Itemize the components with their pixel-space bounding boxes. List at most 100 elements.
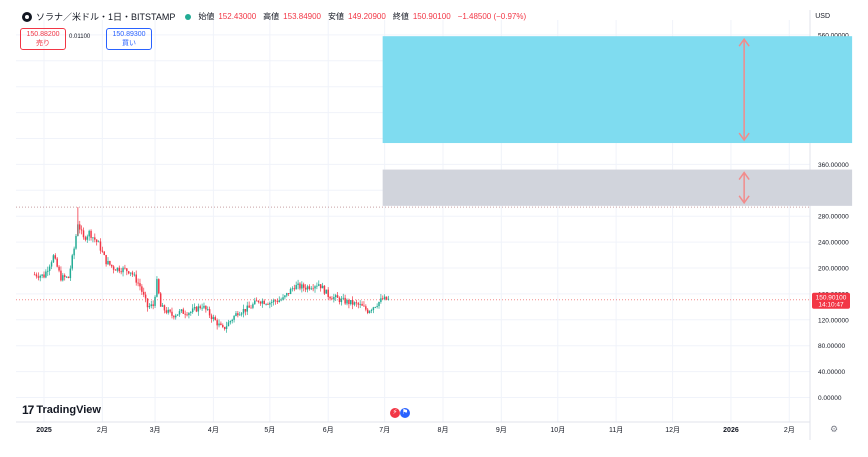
candle-body <box>366 309 369 314</box>
candle-body <box>295 285 297 290</box>
candle-body <box>261 300 264 304</box>
candle-body <box>233 315 235 320</box>
candle-body <box>368 310 371 314</box>
candle-body <box>199 306 201 309</box>
candle-body <box>101 250 104 252</box>
candle-body <box>212 317 215 319</box>
candle-body <box>222 324 224 327</box>
close-value: 150.90100 <box>412 12 451 21</box>
candle-body <box>127 271 130 274</box>
candle-body <box>210 315 213 319</box>
candle-body <box>267 303 269 305</box>
candle-body <box>270 302 273 303</box>
candle-body <box>169 309 171 312</box>
x-tick-label: 2026 <box>723 427 739 434</box>
candle-body <box>346 300 348 304</box>
buy-price: 150.89300 <box>112 31 146 38</box>
stop-arrow-head-top <box>738 171 750 181</box>
symbol-title[interactable]: ソラナ／米ドル・1日・BITSTAMP <box>36 12 176 22</box>
candle-body <box>318 284 320 286</box>
candle-body <box>88 230 90 237</box>
candle-body <box>299 283 301 289</box>
candle-body <box>208 309 211 316</box>
x-tick-label: 10月 <box>550 426 565 434</box>
candle-body <box>139 283 141 287</box>
candle-body <box>45 271 47 278</box>
sell-label: 売り <box>36 40 50 47</box>
tradingview-logo-icon: 17 <box>22 403 34 417</box>
candle-body <box>188 313 190 316</box>
candle-body <box>287 293 290 295</box>
candle-body <box>216 320 218 326</box>
candle-body <box>327 289 329 297</box>
y-tick-label: 240.00000 <box>818 240 849 247</box>
candle-body <box>48 266 51 271</box>
x-tick-label: 12月 <box>665 426 680 434</box>
currency-selector[interactable]: USD <box>815 13 830 20</box>
candle-body <box>43 274 45 278</box>
event-flash-icon[interactable]: ⚡ <box>390 408 400 418</box>
candle-body <box>240 313 243 315</box>
candle-body <box>171 311 173 316</box>
x-tick-label: 3月 <box>150 426 161 434</box>
candle-body <box>316 285 318 287</box>
candle-body <box>229 321 232 323</box>
x-tick-label: 11月 <box>609 426 623 434</box>
candle-body <box>252 304 254 308</box>
candle-body <box>321 285 324 289</box>
candle-body <box>310 288 313 290</box>
candle-body <box>103 251 105 256</box>
candle-body <box>372 307 375 310</box>
candle-body <box>201 307 203 309</box>
tradingview-logo[interactable]: 17 TradingView <box>22 403 101 417</box>
candle-body <box>167 309 169 313</box>
candle-body <box>114 269 117 271</box>
candle-body <box>158 279 160 294</box>
candle-body <box>206 309 209 310</box>
candle-body <box>323 285 326 294</box>
candle-body <box>190 312 192 314</box>
candle-body <box>276 301 279 303</box>
candle-body <box>380 298 382 302</box>
candle-body <box>340 298 343 303</box>
candle-body <box>154 296 156 306</box>
candle-body <box>205 305 207 310</box>
candle-body <box>383 296 386 300</box>
candle-body <box>350 300 352 305</box>
solana-icon <box>22 11 32 22</box>
candle-body <box>35 274 38 277</box>
buy-button[interactable]: 150.89300 買い <box>106 28 152 50</box>
candle-body <box>385 296 388 300</box>
candle-body <box>363 305 365 307</box>
x-tick-label: 2月 <box>784 426 795 434</box>
candle-body <box>214 317 217 321</box>
candle-body <box>47 270 49 272</box>
y-tick-label: 0.00000 <box>818 395 842 402</box>
candle-body <box>141 286 143 292</box>
candle-body <box>359 303 361 305</box>
candle-body <box>75 235 77 249</box>
candle-body <box>159 293 162 307</box>
candle-body <box>244 308 247 312</box>
target-arrow-head-bottom <box>738 132 750 142</box>
candle-body <box>118 267 121 272</box>
candle-body <box>156 279 158 297</box>
candle-body <box>351 300 354 305</box>
symbol-header: ソラナ／米ドル・1日・BITSTAMP 始値 152.43000 高値 153.… <box>22 10 529 23</box>
candle-body <box>39 275 41 278</box>
event-flag-icon[interactable]: ⚑ <box>400 408 410 418</box>
candle-body <box>107 261 109 265</box>
candle-body <box>370 309 373 311</box>
candle-body <box>336 295 339 298</box>
candle-body <box>150 304 153 307</box>
candle-body <box>223 326 226 330</box>
candle-body <box>314 286 316 289</box>
candle-body <box>382 298 384 300</box>
gear-icon[interactable]: ⚙ <box>830 424 839 434</box>
sell-button[interactable]: 150.88200 売り <box>20 28 66 50</box>
y-tick-label: 80.00000 <box>818 343 845 350</box>
candle-body <box>338 297 341 303</box>
candle-body <box>237 313 239 316</box>
